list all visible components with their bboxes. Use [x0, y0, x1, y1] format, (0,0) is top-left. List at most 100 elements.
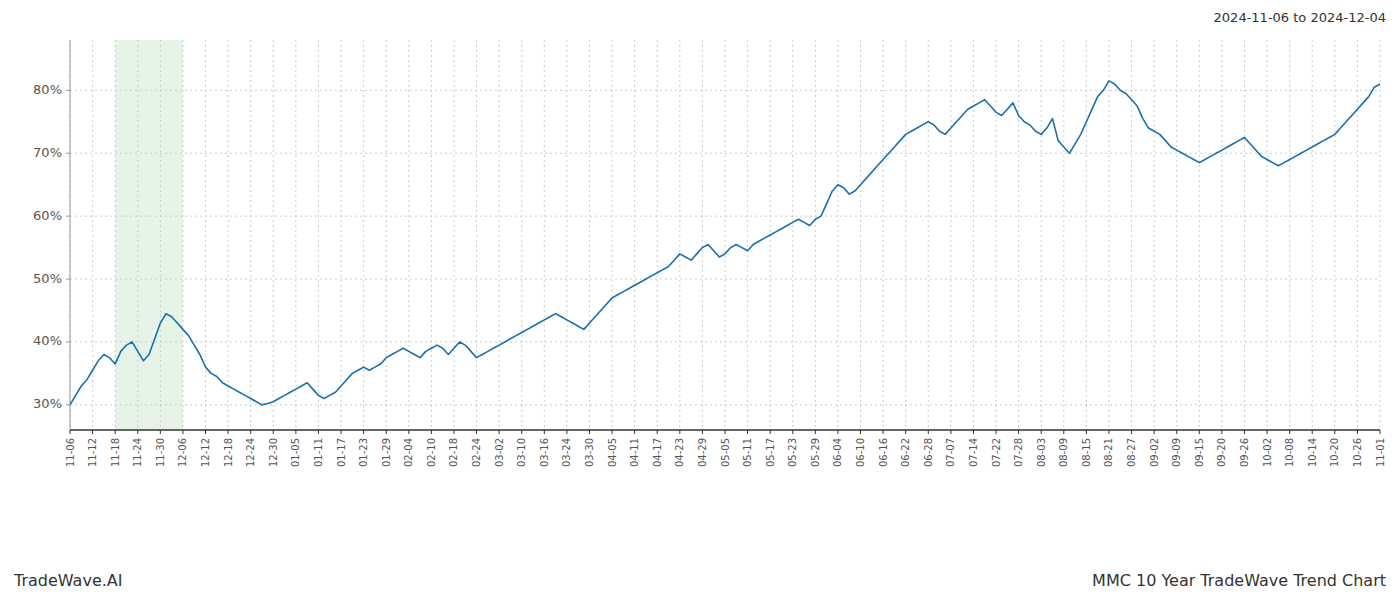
x-tick-label: 06-28 [923, 438, 934, 467]
y-tick [66, 90, 70, 91]
x-grid-line [1063, 40, 1064, 430]
x-grid-line [386, 40, 387, 430]
x-grid-line [1041, 40, 1042, 430]
y-tick [66, 216, 70, 217]
x-grid-line [837, 40, 838, 430]
x-tick [657, 430, 658, 434]
x-tick-label: 01-05 [290, 438, 301, 467]
x-tick-label: 06-22 [900, 438, 911, 467]
x-tick [363, 430, 364, 434]
x-grid-line [725, 40, 726, 430]
x-tick-label: 10-02 [1262, 438, 1273, 467]
x-tick [950, 430, 951, 434]
x-grid-line [160, 40, 161, 430]
x-tick-label: 08-27 [1126, 438, 1137, 467]
x-grid-line [1108, 40, 1109, 430]
x-tick-label: 11-12 [87, 438, 98, 467]
x-tick [228, 430, 229, 434]
x-tick [770, 430, 771, 434]
x-grid-line [182, 40, 183, 430]
x-grid-line [1086, 40, 1087, 430]
x-grid-line [1244, 40, 1245, 430]
x-tick-label: 04-23 [674, 438, 685, 467]
x-tick [1108, 430, 1109, 434]
x-tick-label: 12-12 [200, 438, 211, 467]
x-tick-label: 11-06 [65, 438, 76, 467]
x-tick [973, 430, 974, 434]
x-grid-line [928, 40, 929, 430]
x-tick-label: 05-05 [720, 438, 731, 467]
x-grid-line [634, 40, 635, 430]
x-tick [1176, 430, 1177, 434]
x-tick-label: 05-11 [742, 438, 753, 467]
x-grid-line [1312, 40, 1313, 430]
y-grid-line [70, 279, 1380, 280]
x-grid-line [1289, 40, 1290, 430]
x-grid-line [792, 40, 793, 430]
y-tick-label: 70% [33, 145, 62, 160]
x-tick [1380, 430, 1381, 434]
x-tick [92, 430, 93, 434]
x-tick [499, 430, 500, 434]
x-grid-line [521, 40, 522, 430]
x-tick-label: 12-24 [245, 438, 256, 467]
x-tick [1131, 430, 1132, 434]
x-tick-label: 09-20 [1216, 438, 1227, 467]
x-tick-label: 04-17 [652, 438, 663, 467]
y-tick-label: 40% [33, 333, 62, 348]
x-tick-label: 10-20 [1329, 438, 1340, 467]
x-tick [1267, 430, 1268, 434]
x-tick [205, 430, 206, 434]
x-tick [1334, 430, 1335, 434]
x-tick [295, 430, 296, 434]
x-tick [1018, 430, 1019, 434]
x-grid-line [318, 40, 319, 430]
x-grid-line [250, 40, 251, 430]
x-tick [453, 430, 454, 434]
x-tick [792, 430, 793, 434]
x-tick-label: 08-03 [1036, 438, 1047, 467]
x-tick-label: 01-17 [336, 438, 347, 467]
x-grid-line [137, 40, 138, 430]
x-tick [679, 430, 680, 434]
x-tick-label: 08-21 [1103, 438, 1114, 467]
x-tick-label: 10-08 [1284, 438, 1295, 467]
chart: 30%40%50%60%70%80%11-0611-1211-1811-2411… [0, 0, 1400, 600]
x-grid-line [905, 40, 906, 430]
x-grid-line [295, 40, 296, 430]
x-tick-label: 03-02 [494, 438, 505, 467]
x-tick-label: 08-15 [1081, 438, 1092, 467]
x-tick [250, 430, 251, 434]
x-tick-label: 06-16 [878, 438, 889, 467]
y-axis-line [70, 40, 71, 430]
x-tick [702, 430, 703, 434]
x-grid-line [70, 40, 71, 430]
y-tick [66, 404, 70, 405]
x-tick [860, 430, 861, 434]
x-grid-line [544, 40, 545, 430]
y-tick [66, 341, 70, 342]
x-axis: 11-0611-1211-1811-2411-3012-0612-1212-18… [65, 430, 1386, 467]
x-tick [70, 430, 71, 434]
x-tick [341, 430, 342, 434]
x-tick-label: 11-18 [110, 438, 121, 467]
x-tick-label: 03-10 [516, 438, 527, 467]
x-grid-line [1018, 40, 1019, 430]
x-tick-label: 02-24 [471, 438, 482, 467]
x-tick [521, 430, 522, 434]
x-tick [566, 430, 567, 434]
x-grid-line [408, 40, 409, 430]
grid [70, 40, 1380, 430]
x-tick-label: 12-30 [268, 438, 279, 467]
x-tick-label: 09-26 [1239, 438, 1250, 467]
x-tick [1063, 430, 1064, 434]
x-tick-label: 07-14 [968, 438, 979, 467]
x-tick [1357, 430, 1358, 434]
x-grid-line [612, 40, 613, 430]
x-grid-line [996, 40, 997, 430]
x-tick-label: 04-05 [607, 438, 618, 467]
x-grid-line [702, 40, 703, 430]
x-grid-line [273, 40, 274, 430]
x-tick [476, 430, 477, 434]
x-grid-line [973, 40, 974, 430]
